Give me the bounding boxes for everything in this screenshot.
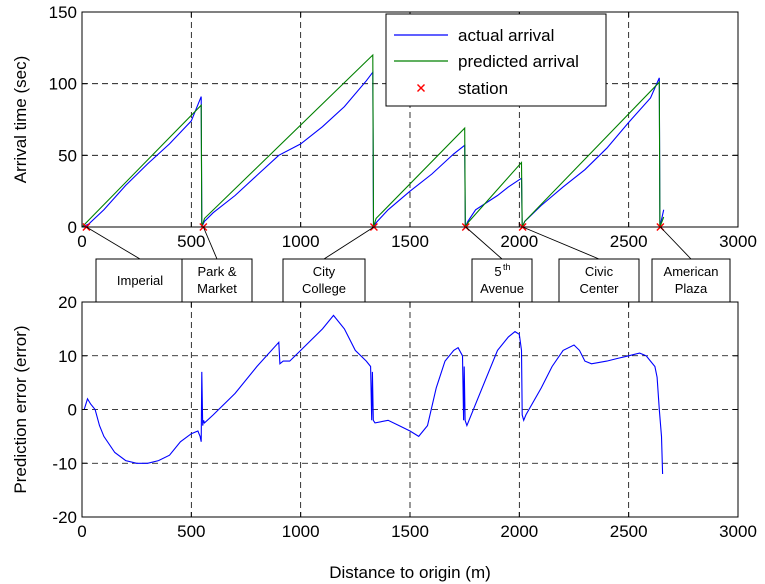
- annotation-superscript: th: [503, 262, 511, 272]
- predicted-arrival-line: [81, 53, 665, 229]
- y-axis-label: Prediction error (error): [11, 325, 30, 493]
- annotation-label: Imperial: [117, 273, 163, 288]
- y-axis-label: Arrival time (sec): [11, 56, 30, 184]
- x-tick-label: 2000: [500, 522, 538, 541]
- y-tick-label: 20: [58, 293, 77, 312]
- x-tick-label: 500: [177, 232, 205, 251]
- y-tick-label: 10: [58, 347, 77, 366]
- x-tick-label: 0: [77, 232, 86, 251]
- y-tick-label: 100: [49, 75, 77, 94]
- annotation-label: 5: [494, 264, 501, 279]
- annotation-connector: [522, 226, 600, 260]
- legend: actual arrival predicted arrival station: [385, 13, 607, 107]
- annotation-label: Plaza: [675, 281, 708, 296]
- x-tick-label: 0: [77, 522, 86, 541]
- station-annotation: City College: [282, 226, 375, 303]
- legend-station-marker: [417, 84, 425, 92]
- annotation-box: [95, 258, 185, 303]
- annotation-connector: [202, 226, 218, 260]
- top-panel-arrival-time: 0 500 1000 1500 2000 2500 3000 0 50 100 150 Arrival…: [11, 3, 757, 303]
- x-tick-label: 2500: [610, 232, 648, 251]
- y-tick-label: 0: [68, 401, 77, 420]
- station-annotation: 5 th Avenue: [465, 226, 533, 303]
- annotation-connector: [86, 226, 141, 260]
- annotation-box: [471, 258, 533, 303]
- annotation-label: Market: [197, 281, 237, 296]
- annotation-label: Center: [579, 281, 619, 296]
- station-annotation: American Plaza: [651, 226, 731, 303]
- legend-box: [385, 13, 607, 107]
- bottom-panel-prediction-error: 0 500 1000 1500 2000 2500 3000 -20 -10 0 10 20 Predi…: [11, 293, 757, 582]
- y-tick-label: -20: [52, 508, 77, 527]
- y-tick-label: 0: [68, 218, 77, 237]
- annotation-box: [181, 258, 253, 303]
- x-tick-label: 2000: [500, 232, 538, 251]
- x-tick-label: 500: [177, 522, 205, 541]
- legend-label: station: [458, 79, 508, 98]
- y-tick-label: 150: [49, 3, 77, 22]
- legend-label: predicted arrival: [458, 52, 579, 71]
- x-axis-label: Distance to origin (m): [329, 563, 491, 582]
- annotation-connector: [323, 226, 375, 260]
- annotation-label: City: [313, 264, 336, 279]
- x-tick-label: 3000: [719, 522, 757, 541]
- legend-label: actual arrival: [458, 26, 554, 45]
- annotation-box: [282, 258, 366, 303]
- station-annotation: Imperial: [86, 226, 185, 303]
- annotation-label: Civic: [585, 264, 614, 279]
- x-tick-label: 1000: [282, 522, 320, 541]
- annotation-label: Park &: [197, 264, 236, 279]
- annotation-box: [558, 258, 640, 303]
- annotation-label: College: [302, 281, 346, 296]
- y-tick-label: -10: [52, 454, 77, 473]
- station-annotation: Civic Center: [522, 226, 640, 303]
- annotation-label: Avenue: [480, 281, 524, 296]
- annotation-connector: [660, 226, 692, 260]
- annotation-label: American: [664, 264, 719, 279]
- x-tick-label: 1500: [391, 232, 429, 251]
- station-annotation: Park & Market: [181, 226, 253, 303]
- annotation-connector: [465, 226, 503, 260]
- x-tick-label: 2500: [610, 522, 648, 541]
- prediction-error-line: [83, 314, 664, 475]
- x-tick-label: 1500: [391, 522, 429, 541]
- x-tick-label: 1000: [282, 232, 320, 251]
- x-tick-label: 3000: [719, 232, 757, 251]
- y-tick-label: 50: [58, 146, 77, 165]
